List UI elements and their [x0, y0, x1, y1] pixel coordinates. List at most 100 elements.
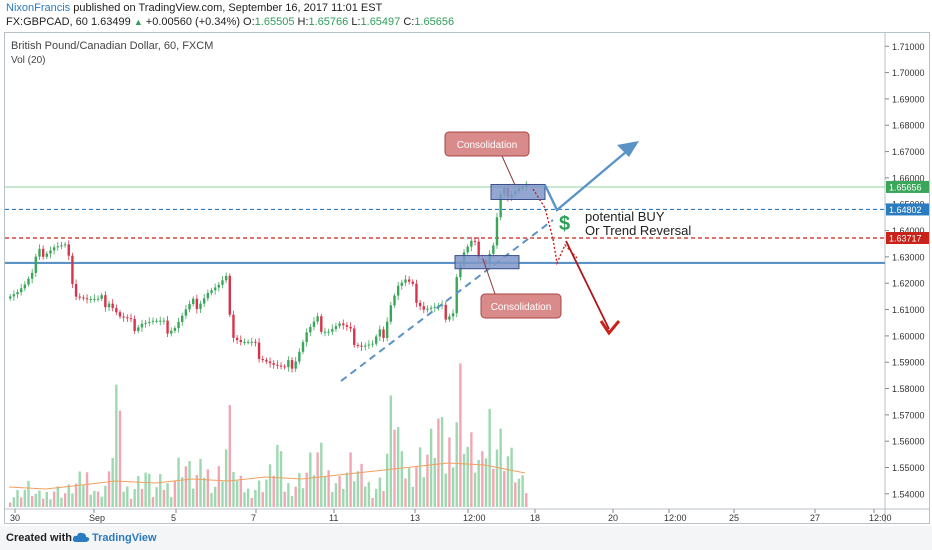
volume-bar [239, 475, 242, 507]
y-tick-label: 1.59000 [892, 358, 925, 368]
candle-body [38, 248, 41, 257]
price-level-value: 1.64802 [889, 205, 922, 215]
candle-body [305, 332, 308, 343]
volume-bar [206, 469, 210, 507]
candle-body [378, 329, 382, 337]
volume-bar [276, 444, 279, 507]
volume-bar [389, 395, 393, 507]
volume-bar [104, 485, 107, 507]
volume-bar [177, 457, 180, 507]
volume-bar [254, 489, 257, 507]
candle-body [148, 321, 151, 323]
volume-bar [382, 491, 385, 507]
volume-bar [100, 496, 103, 507]
volume-bar [356, 471, 360, 507]
candle-body [162, 320, 166, 322]
volume-bar [137, 476, 140, 507]
y-tick-label: 1.61000 [892, 305, 925, 315]
close-value: 1.65656 [414, 16, 455, 28]
candle-body [34, 256, 38, 273]
candle-body [287, 360, 290, 368]
volume-bar [331, 492, 334, 507]
candle-body [323, 331, 327, 333]
candle-body [100, 295, 103, 299]
x-tick-label: 12:00 [463, 513, 486, 523]
volume-bar [375, 488, 378, 507]
footer: Created with TradingView [0, 526, 932, 550]
volume-bar [287, 483, 290, 507]
price-level-tag [886, 180, 929, 193]
candle-body [129, 318, 133, 320]
volume-bar [133, 489, 136, 507]
volume-bar [52, 491, 56, 507]
consolidation-callout-bottom [480, 293, 562, 319]
candle-body [12, 294, 16, 297]
volume-bar [283, 491, 286, 507]
candle-body [122, 316, 125, 318]
candle-body [364, 345, 367, 347]
candle-body [30, 272, 34, 279]
volume-bar [484, 458, 488, 507]
candle-body [151, 320, 155, 322]
close-label: C: [403, 16, 415, 28]
y-tick-label: 1.66000 [892, 173, 925, 183]
candle-body [67, 244, 70, 256]
price-chart[interactable]: 1.71000 1.70000 1.69000 1.68000 1.67000 1.660… [5, 33, 929, 523]
volume-bar [290, 495, 294, 507]
candle-body [96, 298, 100, 300]
consolidation-label: Consolidation [491, 302, 552, 313]
candle-body [345, 325, 349, 327]
y-tick-label: 1.56000 [892, 437, 925, 447]
volume-bar [437, 418, 440, 507]
author-link[interactable]: NixonFrancis [6, 2, 71, 14]
candle-body [407, 279, 411, 282]
candle-body [331, 328, 334, 332]
volume-bar [257, 480, 261, 507]
candle-body [159, 320, 162, 322]
candle-body [477, 241, 480, 259]
price-level-value: 1.65656 [889, 182, 922, 192]
tradingview-link[interactable]: TradingView [92, 532, 157, 544]
consolidation-box-upper [490, 183, 546, 200]
candle-body [166, 320, 169, 334]
volume-bar [268, 464, 272, 507]
volume-bar [159, 474, 162, 507]
candle-body [448, 316, 451, 320]
candle-body [210, 290, 213, 293]
x-tick-label: 11 [329, 513, 338, 523]
candle-body [470, 240, 473, 247]
volume-bar [23, 489, 27, 507]
volume-bar [184, 466, 188, 507]
volume-bar [16, 490, 19, 507]
candle-body [283, 366, 286, 368]
candle-body [492, 245, 495, 254]
candle-body [371, 343, 374, 345]
volume-bar [162, 489, 166, 507]
high-value: 1.65766 [308, 16, 349, 28]
x-tick-label: 25 [729, 513, 739, 523]
candle-body [202, 298, 206, 304]
volume-bar [67, 484, 70, 507]
volume-bar [459, 363, 462, 507]
volume-bar [488, 408, 491, 507]
candle-body [115, 307, 118, 313]
volume-bar [514, 482, 517, 507]
candle-body [389, 305, 393, 322]
volume-indicator-label: Vol (20) [11, 55, 45, 66]
volume-bar [385, 453, 389, 507]
candle-body [192, 298, 195, 305]
volume-bar [85, 472, 89, 507]
candle-body [268, 361, 272, 364]
volume-bar [93, 490, 96, 507]
volume-bar [327, 470, 330, 507]
chart-area[interactable]: 1.71000 1.70000 1.69000 1.68000 1.67000 1.660… [4, 32, 930, 524]
candle-body [246, 341, 250, 343]
volume-bar [455, 422, 458, 507]
volume-bar [349, 452, 352, 507]
bullish-arrow-head [617, 141, 639, 157]
volume-bar [188, 461, 191, 507]
volume-bar [378, 477, 382, 507]
candle-body [89, 298, 92, 300]
bearish-projection-line [565, 240, 610, 330]
volume-bar [246, 488, 250, 507]
